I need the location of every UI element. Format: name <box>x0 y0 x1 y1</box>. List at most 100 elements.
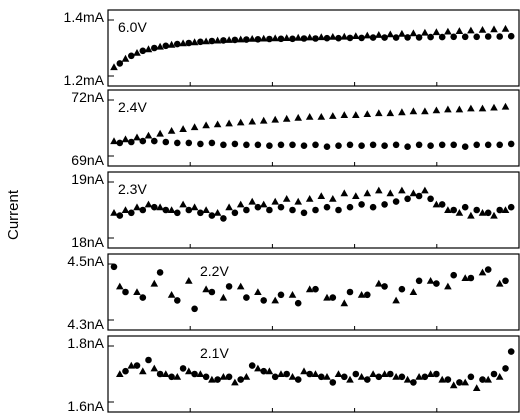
triangle-marker <box>369 370 377 377</box>
circle-marker <box>133 362 141 369</box>
triangle-marker <box>248 197 256 205</box>
circle-marker <box>484 33 492 40</box>
circle-marker <box>358 34 365 42</box>
circle-marker <box>461 203 469 211</box>
circle-marker <box>467 373 475 381</box>
triangle-marker <box>254 288 262 295</box>
circle-marker <box>116 212 124 219</box>
triangle-marker <box>495 279 504 287</box>
triangle-marker <box>133 288 141 295</box>
circle-marker <box>174 40 181 48</box>
circle-marker <box>404 34 411 41</box>
triangle-marker <box>110 63 118 71</box>
triangle-marker <box>403 375 412 383</box>
triangle-marker <box>398 29 406 37</box>
triangle-marker <box>317 113 326 120</box>
circle-marker <box>358 201 365 208</box>
circle-marker <box>162 42 170 50</box>
circle-marker <box>438 201 446 208</box>
triangle-marker <box>501 206 510 213</box>
circle-marker <box>312 285 319 293</box>
circle-marker <box>156 269 164 276</box>
triangle-marker <box>179 39 187 47</box>
circle-marker <box>110 263 118 271</box>
circle-marker <box>433 370 440 378</box>
triangle-marker <box>478 209 487 216</box>
panel-frame <box>107 335 520 413</box>
triangle-marker <box>340 189 349 197</box>
circle-marker <box>271 373 279 381</box>
circle-marker <box>381 283 388 290</box>
circle-marker <box>151 203 158 211</box>
triangle-marker <box>421 107 429 115</box>
triangle-marker <box>421 28 429 36</box>
triangle-marker <box>127 361 136 369</box>
triangle-marker <box>179 125 187 132</box>
triangle-marker <box>426 277 435 284</box>
triangle-marker <box>144 45 153 53</box>
circle-marker <box>415 192 423 200</box>
triangle-marker <box>121 135 130 143</box>
triangle-marker <box>467 211 475 219</box>
triangle-marker <box>208 375 216 383</box>
triangle-marker <box>346 375 354 383</box>
triangle-marker <box>490 211 498 219</box>
circle-marker <box>473 206 481 214</box>
circle-marker <box>364 376 371 383</box>
circle-marker <box>358 142 365 149</box>
panel-2_4V: 72nA 69nA 2.4V <box>71 89 520 168</box>
circle-marker <box>341 373 348 381</box>
circle-marker <box>346 141 354 149</box>
circle-marker <box>254 203 262 211</box>
circle-marker <box>329 379 337 386</box>
triangle-marker <box>455 105 464 113</box>
circle-marker <box>197 38 204 46</box>
triangle-marker <box>305 33 314 41</box>
circle-marker <box>461 33 469 41</box>
triangle-marker <box>363 189 372 197</box>
triangle-marker <box>432 200 441 208</box>
triangle-marker <box>225 119 233 127</box>
circle-marker <box>410 379 417 386</box>
triangle-marker <box>144 200 153 208</box>
triangle-marker <box>375 186 383 194</box>
circle-marker <box>369 141 377 149</box>
triangle-marker <box>501 24 510 32</box>
triangle-marker <box>317 33 326 41</box>
circle-marker <box>467 274 475 282</box>
circle-marker <box>179 365 187 372</box>
triangle-marker <box>334 370 343 377</box>
triangle-marker <box>305 285 314 293</box>
circle-marker <box>484 266 492 273</box>
triangle-marker <box>282 114 291 122</box>
triangle-marker <box>357 373 366 380</box>
circle-marker <box>323 143 331 150</box>
circle-marker <box>335 34 342 42</box>
circle-marker <box>312 141 319 149</box>
circle-marker <box>214 376 221 383</box>
y-tick-label: 1.4mA <box>64 9 105 25</box>
circle-marker <box>162 138 170 146</box>
circle-marker <box>208 212 216 219</box>
triangle-marker <box>311 370 320 377</box>
triangle-marker <box>357 291 366 298</box>
circle-marker <box>208 139 216 147</box>
circle-marker <box>185 139 193 147</box>
triangle-marker <box>196 370 205 377</box>
triangle-marker <box>202 37 210 45</box>
triangle-marker <box>179 200 187 208</box>
circle-marker <box>427 33 434 41</box>
panel-6_0V: 1.4mA 1.2mA 6.0V <box>64 9 520 88</box>
triangle-marker <box>294 197 302 205</box>
circle-marker <box>404 143 411 150</box>
circle-marker <box>502 365 509 372</box>
circle-marker <box>312 35 319 42</box>
circle-marker <box>369 203 377 211</box>
circle-marker <box>450 206 458 214</box>
triangle-marker <box>167 206 176 213</box>
circle-marker <box>335 206 342 214</box>
triangle-marker <box>317 192 326 199</box>
triangle-marker <box>116 282 124 290</box>
circle-marker <box>254 141 262 149</box>
triangle-marker <box>167 127 176 134</box>
